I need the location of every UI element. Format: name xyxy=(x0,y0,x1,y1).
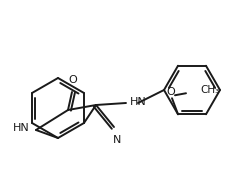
Text: O: O xyxy=(167,87,175,97)
Text: CH₃: CH₃ xyxy=(200,85,219,95)
Text: N: N xyxy=(113,135,121,145)
Text: O: O xyxy=(69,75,77,85)
Text: HN: HN xyxy=(13,123,30,133)
Text: HN: HN xyxy=(130,97,147,107)
